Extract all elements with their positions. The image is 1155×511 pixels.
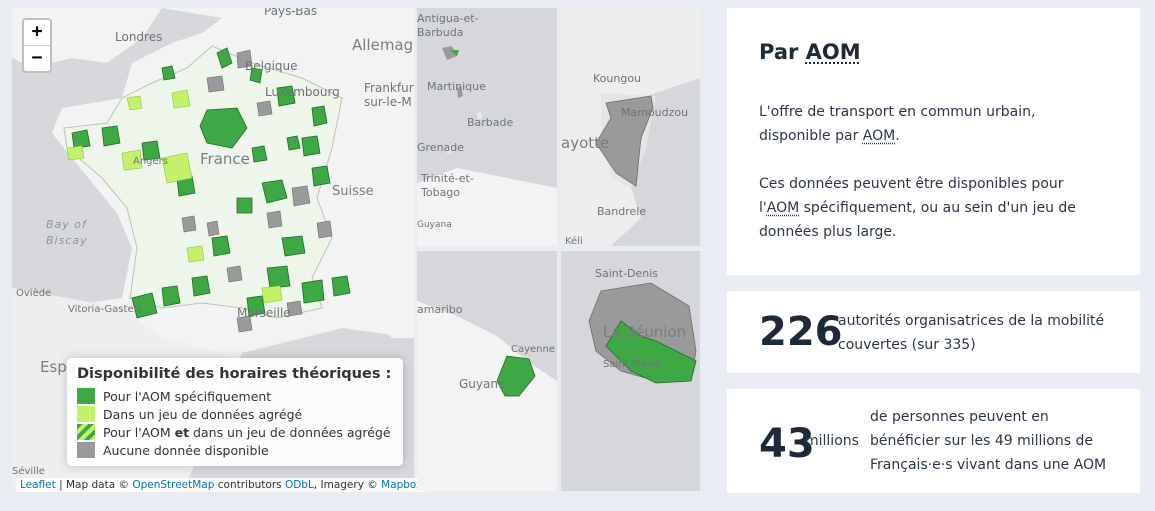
inset-mayotte[interactable]: Koungou Mamoudzou ayotte Bandrele Kéli [561,8,700,246]
place-tobago: Tobago [421,186,461,199]
place-londres: Londres [115,30,163,44]
place-barbade: Barbade [467,116,514,129]
place-guyana: Guyana [417,220,452,230]
stat-population-count: 43 [759,421,815,467]
legend-item: Pour l'AOM spécifiquement [77,387,393,405]
legend-label: Pour l'AOM spécifiquement [103,388,272,404]
place-keli: Kéli [565,236,583,246]
place-grenade: Grenade [417,141,465,154]
info-card: Par AOM L'offre de transport en commun u… [727,8,1140,275]
place-pays-bas: Pays-Bas [264,8,318,18]
legend-title: Disponibilité des horaires théoriques : [77,366,392,382]
place-frankfurt: Frankfurt [364,81,414,95]
place-mayotte: ayotte [561,134,610,152]
stat-population-text: de personnes peuvent en bénéficier sur l… [870,409,1107,473]
inset-antilles[interactable]: Antigua-et- Barbuda Martinique Barbade G… [417,8,557,246]
legend-swatch-specific [77,388,95,404]
stat-card-population: 43 millions de personnes peuvent en béné… [727,389,1140,493]
inset-guyane[interactable]: amaribo Cayenne Guyane [417,251,557,491]
place-vitoria: Vitoria-Gasteiz [68,304,142,315]
leaflet-link[interactable]: Leaflet [20,479,56,491]
aom-aggregated-regions [66,89,283,304]
main-map[interactable]: Pays-Bas Londres Allemag Belgique Luxemb… [12,8,414,492]
legend-swatch-none [77,442,95,458]
aom-specific-regions [71,47,351,319]
place-suisse: Suisse [332,184,374,199]
odbl-link[interactable]: ODbL [284,479,314,491]
legend-swatch-aggregated [77,406,95,422]
stat-population-unit: millions [805,433,859,449]
legend-item: Aucune donnée disponible [77,441,393,459]
place-trinite: Trinité-et- [421,172,474,185]
panel-title: Par AOM [759,40,861,64]
map-legend: Disponibilité des horaires théoriques : … [67,358,403,466]
place-bandrele: Bandrele [597,205,647,218]
zoom-control: + − [22,18,52,73]
place-paramaribo: amaribo [417,303,463,316]
place-sur-le-m: sur-le-M [364,95,412,109]
place-seville: Séville [12,466,45,477]
place-luxembourg: Luxembourg [265,85,340,99]
zoom-out-button[interactable]: − [24,45,50,71]
place-saint-pierre: Saint-Pierre [603,359,661,370]
legend-item: Pour l'AOM et dans un jeu de données agr… [77,423,393,441]
place-allemagne: Allemag [352,36,414,54]
place-belgique: Belgique [245,59,298,73]
zoom-in-button[interactable]: + [31,21,43,42]
aom-abbr: AOM [805,40,861,64]
aom-no-data-regions [181,49,333,333]
place-martinique: Martinique [427,80,486,93]
place-angers: Angers [133,156,168,167]
place-marseille: Marseille [237,306,291,320]
legend-label: Aucune donnée disponible [103,442,269,458]
place-antigua: Antigua-et- [417,12,479,25]
place-france: France [200,150,250,168]
place-biscay: Biscay [46,234,88,247]
place-guyane: Guyane [459,377,506,391]
place-koungou: Koungou [593,72,642,85]
map-attribution: Leaflet | Map data © OpenStreetMap contr… [16,478,427,492]
stat-card-aom: 226 autorités organisatrices de la mobil… [727,291,1140,373]
stat-aom-text: autorités organisatrices de la mobilité … [838,313,1105,353]
osm-link[interactable]: OpenStreetMap [132,479,215,491]
panel-description-2: Ces données peuvent être disponibles pou… [759,176,1076,240]
stat-aom-count: 226 [759,309,843,355]
legend-item: Dans un jeu de données agrégé [77,405,393,423]
place-bay-of: Bay of [46,218,87,231]
place-barbuda: Barbuda [417,26,464,39]
place-saint-denis: Saint-Denis [595,267,659,280]
place-oviede: Oviède [16,288,52,299]
legend-label: Pour l'AOM et dans un jeu de données agr… [103,424,391,440]
legend-label: Dans un jeu de données agrégé [103,406,303,422]
italy-land [342,258,414,338]
place-cayenne: Cayenne [511,344,556,355]
legend-swatch-both [77,424,95,440]
inset-reunion[interactable]: Saint-Denis La Réunion Saint-Pierre [561,251,700,491]
place-mamoudzou: Mamoudzou [621,106,689,119]
place-la-reunion: La Réunion [603,323,687,341]
france-outline [63,45,343,319]
mapbox-link[interactable]: Mapbox [381,479,423,491]
panel-description-1: L'offre de transport en commun urbain, d… [759,104,1036,144]
